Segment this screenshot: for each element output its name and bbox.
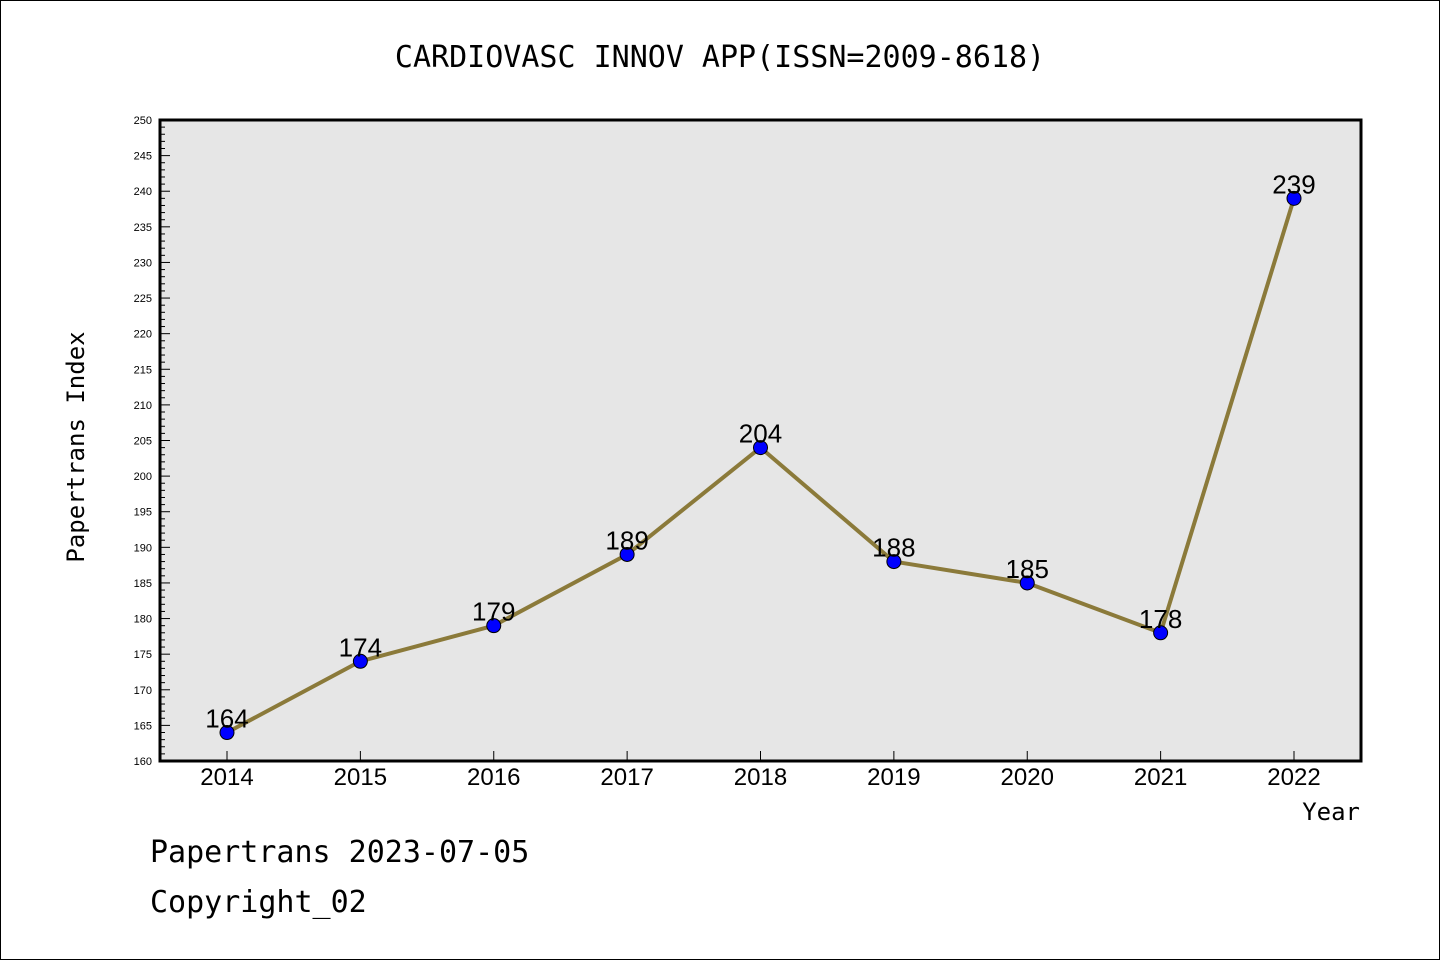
y-tick-label: 175: [134, 649, 152, 661]
x-tick-label: 2019: [867, 764, 920, 791]
y-tick-label: 190: [134, 542, 152, 554]
data-point: [886, 554, 902, 570]
data-label: 185: [1006, 554, 1049, 584]
y-tick-label: 185: [134, 578, 152, 590]
data-label: 179: [472, 597, 515, 627]
data-point: [619, 546, 635, 562]
chart-title: CARDIOVASC INNOV APP(ISSN=2009-8618): [395, 40, 1045, 75]
data-point: [1286, 190, 1302, 206]
y-tick-label: 225: [134, 293, 152, 305]
data-label: 178: [1139, 604, 1182, 634]
x-tick-label: 2018: [734, 764, 787, 791]
x-tick-label: 2017: [600, 764, 653, 791]
y-tick-label: 205: [134, 436, 152, 448]
footer-copyright: Copyright_02: [150, 885, 367, 920]
y-tick-label: 195: [134, 507, 152, 519]
data-point: [219, 725, 235, 741]
y-tick-label: 180: [134, 614, 152, 626]
y-tick-label: 220: [134, 329, 152, 341]
y-tick-label: 215: [134, 364, 152, 376]
x-axis-title: Year: [1302, 798, 1360, 826]
y-tick-label: 235: [134, 222, 152, 234]
x-tick-label: 2015: [334, 764, 387, 791]
data-point: [753, 440, 768, 456]
y-tick-label: 245: [134, 151, 152, 163]
data-label: 204: [739, 419, 782, 449]
y-tick-label: 230: [134, 257, 152, 269]
y-tick-label: 250: [134, 115, 152, 127]
data-point: [352, 653, 368, 669]
x-tick-label: 2022: [1267, 764, 1320, 791]
y-tick-label: 160: [134, 756, 152, 768]
x-axis: 2014 2015 2016 2017 2018 2019 2020 2021 2022: [200, 751, 1321, 791]
data-series: 164 174 179 189 204 188 185 178 239: [205, 169, 1316, 741]
data-point: [486, 618, 502, 634]
y-tick-label: 240: [134, 186, 152, 198]
data-label: 189: [605, 525, 648, 555]
data-label: 174: [339, 632, 382, 662]
data-point: [1019, 575, 1035, 591]
x-tick-label: 2016: [467, 764, 520, 791]
footer-date: Papertrans 2023-07-05: [150, 835, 530, 870]
data-point: [1153, 625, 1169, 641]
y-tick-label: 170: [134, 685, 152, 697]
x-tick-label: 2020: [1001, 764, 1054, 791]
data-label: 188: [872, 533, 915, 563]
y-tick-label: 200: [134, 471, 152, 483]
x-tick-label: 2014: [200, 764, 253, 791]
y-tick-label: 165: [134, 720, 152, 732]
data-label: 164: [205, 704, 248, 734]
y-axis-title: Papertrans Index: [62, 331, 90, 562]
y-tick-label: 210: [134, 400, 152, 412]
data-label: 239: [1272, 169, 1315, 199]
x-tick-label: 2021: [1134, 764, 1187, 791]
y-axis: 160 165 170 175 180 185 190 195 200 205 210 215 220 2…: [134, 115, 170, 768]
